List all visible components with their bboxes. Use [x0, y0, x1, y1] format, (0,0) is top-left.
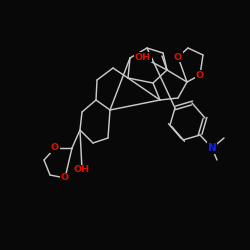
Text: O: O: [196, 70, 204, 80]
Text: O: O: [51, 144, 59, 152]
Text: N: N: [208, 143, 216, 153]
Text: OH: OH: [135, 52, 151, 62]
Text: O: O: [61, 174, 69, 182]
Text: O: O: [174, 52, 182, 62]
Text: OH: OH: [74, 166, 90, 174]
